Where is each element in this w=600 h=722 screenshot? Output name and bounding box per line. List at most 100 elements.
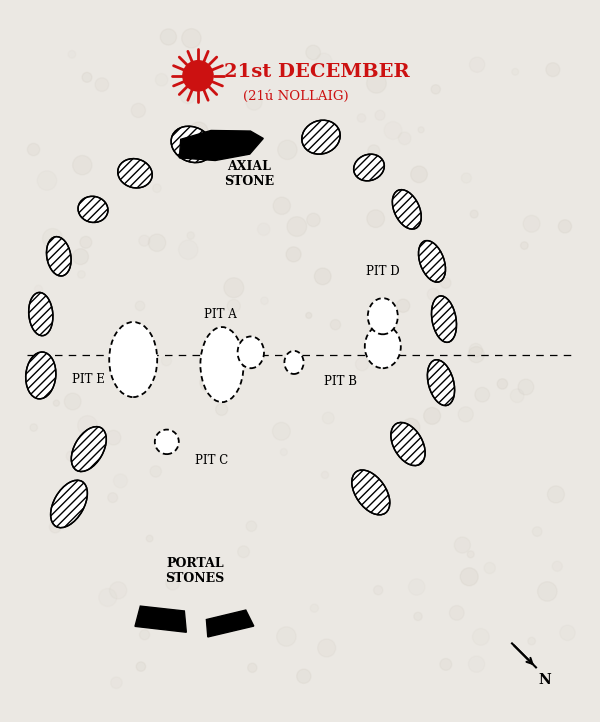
Ellipse shape (238, 336, 264, 368)
Circle shape (322, 127, 337, 143)
Circle shape (95, 78, 109, 92)
Circle shape (200, 373, 218, 391)
Circle shape (82, 72, 92, 82)
Text: PIT E: PIT E (72, 373, 105, 386)
Circle shape (73, 248, 88, 264)
Circle shape (152, 184, 161, 193)
Circle shape (532, 527, 542, 536)
Circle shape (427, 288, 439, 300)
Circle shape (80, 236, 92, 248)
Text: N: N (538, 674, 551, 687)
Circle shape (538, 582, 557, 601)
Circle shape (546, 63, 560, 77)
Circle shape (440, 277, 451, 288)
Circle shape (140, 630, 149, 640)
Ellipse shape (171, 126, 213, 162)
Circle shape (484, 562, 496, 574)
Circle shape (190, 122, 208, 140)
Circle shape (397, 299, 410, 313)
Ellipse shape (284, 351, 304, 374)
Circle shape (410, 166, 427, 183)
Circle shape (469, 57, 485, 72)
Circle shape (246, 521, 257, 531)
Circle shape (273, 197, 290, 214)
Polygon shape (135, 606, 187, 632)
Circle shape (367, 210, 385, 227)
Circle shape (461, 173, 472, 183)
Circle shape (414, 612, 422, 621)
Circle shape (512, 69, 518, 75)
Circle shape (155, 74, 168, 86)
Circle shape (314, 268, 331, 284)
Circle shape (278, 140, 297, 160)
Ellipse shape (155, 430, 179, 454)
Ellipse shape (29, 292, 53, 336)
Circle shape (357, 114, 366, 122)
Text: PORTAL
STONES: PORTAL STONES (166, 557, 224, 585)
Circle shape (64, 393, 81, 410)
Circle shape (528, 638, 535, 645)
Circle shape (497, 379, 508, 389)
Circle shape (552, 561, 562, 571)
Circle shape (306, 313, 312, 318)
Circle shape (37, 171, 57, 191)
Circle shape (317, 639, 335, 657)
Circle shape (77, 271, 85, 278)
Circle shape (355, 357, 369, 371)
Circle shape (469, 656, 485, 672)
Circle shape (470, 210, 478, 218)
Circle shape (53, 400, 59, 406)
Circle shape (227, 300, 240, 313)
Circle shape (523, 215, 540, 232)
Circle shape (224, 278, 244, 297)
Ellipse shape (302, 120, 340, 155)
Circle shape (135, 301, 145, 310)
Circle shape (469, 344, 482, 357)
Circle shape (368, 145, 380, 157)
Circle shape (73, 155, 92, 175)
Circle shape (460, 567, 478, 586)
Text: PIT C: PIT C (195, 454, 228, 467)
Ellipse shape (365, 325, 401, 368)
Circle shape (106, 430, 121, 445)
Circle shape (469, 347, 484, 362)
Ellipse shape (71, 427, 106, 471)
Text: 21st DECEMBER: 21st DECEMBER (224, 63, 410, 81)
Ellipse shape (46, 237, 71, 276)
Circle shape (286, 247, 301, 262)
Circle shape (559, 219, 572, 233)
Text: AXIAL
STONE: AXIAL STONE (224, 160, 274, 188)
Circle shape (518, 379, 534, 395)
Ellipse shape (392, 190, 421, 229)
Circle shape (187, 232, 194, 239)
Circle shape (402, 418, 420, 436)
Polygon shape (179, 131, 263, 160)
Circle shape (146, 535, 153, 542)
Circle shape (110, 582, 127, 599)
Circle shape (458, 406, 473, 422)
Circle shape (246, 94, 262, 110)
Circle shape (322, 471, 329, 479)
Circle shape (322, 412, 334, 424)
Circle shape (560, 625, 575, 640)
Circle shape (310, 604, 319, 612)
Ellipse shape (427, 360, 455, 406)
Circle shape (277, 627, 296, 646)
Circle shape (307, 213, 320, 227)
Circle shape (440, 658, 452, 670)
Circle shape (136, 662, 146, 671)
Circle shape (217, 381, 227, 391)
Circle shape (287, 217, 307, 236)
Polygon shape (206, 610, 254, 637)
Circle shape (131, 103, 145, 118)
Circle shape (424, 407, 440, 425)
Circle shape (148, 234, 166, 251)
Circle shape (77, 416, 97, 435)
Circle shape (150, 466, 161, 477)
Text: PIT A: PIT A (205, 308, 237, 321)
Ellipse shape (391, 422, 425, 466)
Circle shape (110, 677, 122, 689)
Circle shape (475, 388, 490, 402)
Ellipse shape (368, 298, 398, 334)
Circle shape (398, 132, 411, 144)
